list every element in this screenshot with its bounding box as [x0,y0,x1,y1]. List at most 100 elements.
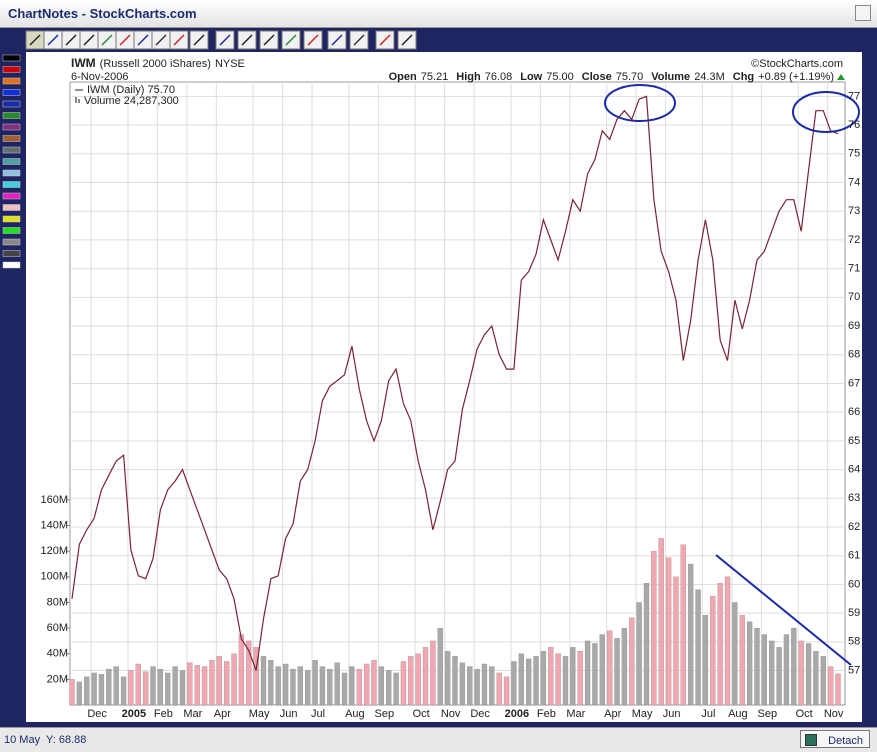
volume-bar [813,651,819,706]
volume-bar [584,640,591,706]
volume-bar [496,672,502,706]
volume-bar [400,661,407,706]
volume-bar [231,653,237,706]
color-swatch[interactable] [2,66,21,73]
volume-bar [91,672,97,706]
copyright: ©StockCharts.com [751,58,843,70]
y-tick-label: 61 [848,550,860,562]
quote-label: Chg [733,71,754,83]
volume-bar [746,621,753,706]
color-swatch[interactable] [2,112,21,119]
color-swatch[interactable] [2,89,21,96]
volume-bar [636,602,642,706]
volume-bar [194,665,200,706]
color-swatch[interactable] [2,215,21,223]
x-tick-label: Feb [537,708,556,720]
legend-entry: IWM (Daily) 75.70 [87,84,175,96]
volume-bar [268,659,274,706]
volume-bar [216,656,222,706]
volume-bar [415,653,421,706]
volume-bar [688,563,694,706]
color-swatch[interactable] [2,54,21,62]
status-bar: 10 May Y: 68.88 Detach [0,727,877,752]
x-tick-label: Dec [87,708,107,720]
color-palette [2,54,21,269]
color-swatch[interactable] [2,227,21,234]
y-tick-label: 63 [848,492,860,504]
volume-bar [76,681,83,706]
tool-glyph [307,34,319,46]
volume-bar [312,659,318,706]
quote-label: Open [389,71,417,83]
volume-bar [106,668,112,706]
x-tick-label: Apr [214,708,231,720]
detach-button[interactable]: Detach [800,730,870,748]
volume-bar [503,676,510,706]
tool-glyph [379,34,391,46]
y-tick-label: 64 [848,463,860,475]
volume-bar [371,659,377,706]
volume-bar [135,663,141,706]
tool-glyph [219,34,231,46]
tool-glyph [401,34,413,46]
symbol: IWM [71,56,96,70]
volume-bar [238,634,245,706]
volume-bar [643,583,650,706]
color-swatch[interactable] [2,238,21,246]
color-swatch[interactable] [2,146,21,154]
color-swatch[interactable] [2,123,21,131]
volume-bar [680,544,686,706]
color-swatch[interactable] [2,135,21,142]
volume-bar [246,640,252,706]
tool-glyph [193,34,205,46]
volume-bar [120,676,127,706]
volume-bar [798,640,804,706]
volume-bar [150,666,156,706]
quote-label: High [456,71,481,83]
y2-tick-label: 40M [47,648,68,660]
y-tick-label: 70 [848,291,860,303]
x-tick-label: Aug [728,708,748,720]
price-line [71,95,839,671]
quote-value: 24.3M [694,71,725,83]
color-swatch[interactable] [2,100,21,108]
volume-bar [363,663,370,706]
x-tick-label: Jun [280,708,298,720]
volume-bar [673,576,679,706]
color-swatch[interactable] [2,192,21,200]
chart: IWM (Russell 2000 iShares) NYSE 6-Nov-2006… [40,56,860,720]
x-tick-label: Nov [441,708,461,720]
quote-value: 75.21 [421,71,449,83]
volume-bar [805,643,812,706]
volume-bar [408,656,414,706]
legend-bar [75,97,77,103]
volume-bar [783,634,790,706]
volume-bar [187,662,193,706]
legend-bar [78,99,80,103]
close-button[interactable] [855,5,871,21]
tool-glyph [65,34,77,46]
volume-bar [143,671,149,706]
color-swatch[interactable] [2,250,21,257]
tool-glyph [101,34,113,46]
quote-value: +0.89 (+1.19%) [758,71,834,83]
color-swatch[interactable] [2,77,21,85]
up-arrow [837,74,845,80]
volume-bar [69,679,75,706]
volume-bar [290,668,296,706]
color-swatch[interactable] [2,158,21,165]
volume-bar [592,643,598,706]
volume-bar [282,663,289,706]
tool-glyph [119,34,131,46]
quote-label: Low [520,71,542,83]
y-tick-label: 68 [848,349,860,361]
volume-bar [334,662,340,706]
color-swatch[interactable] [2,204,21,211]
color-swatch[interactable] [2,181,21,188]
volume-bar [695,589,701,706]
color-swatch[interactable] [2,261,21,269]
tool-glyph [173,34,185,46]
color-swatch[interactable] [2,169,21,177]
x-tick-label: Aug [345,708,365,720]
